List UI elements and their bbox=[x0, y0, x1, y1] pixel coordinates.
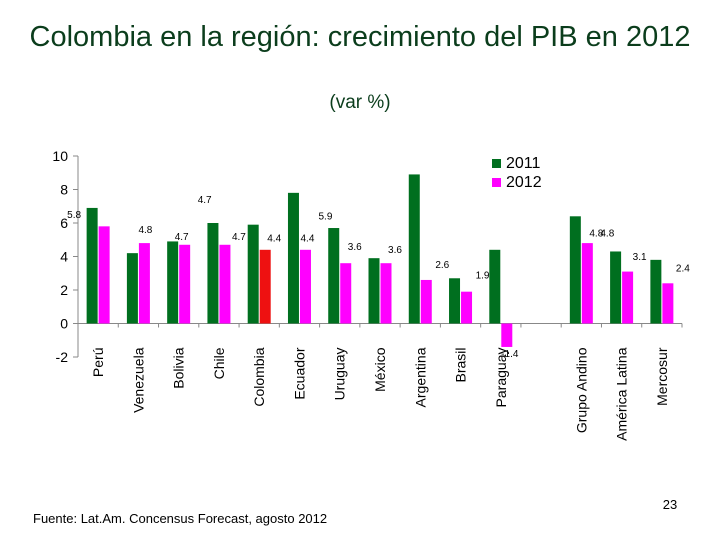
bar-2012 bbox=[581, 243, 593, 324]
category-label: Colombia bbox=[251, 347, 267, 406]
bar-2012 bbox=[98, 226, 110, 324]
bar-2012 bbox=[380, 263, 392, 324]
bar-2011 bbox=[610, 251, 622, 324]
bar-2011 bbox=[167, 241, 179, 324]
legend-swatch-2012 bbox=[492, 178, 501, 187]
category-label: Paraguay bbox=[493, 348, 509, 408]
bar-2011 bbox=[368, 258, 380, 324]
legend-label-2011: 2011 bbox=[506, 155, 541, 172]
category-label: Chile bbox=[211, 347, 227, 379]
bar-2011 bbox=[569, 216, 581, 324]
y-tick-label: 8 bbox=[60, 182, 68, 198]
data-label-2012: 3.6 bbox=[388, 245, 402, 256]
bar-2012 bbox=[662, 283, 674, 324]
category-label: Venezuela bbox=[130, 347, 146, 413]
y-tick-label: 0 bbox=[60, 316, 68, 332]
y-tick-label: 4 bbox=[60, 249, 68, 265]
bar-2011 bbox=[328, 228, 340, 324]
bar-2012 bbox=[340, 263, 352, 324]
data-label-2012: 4.7 bbox=[175, 232, 189, 243]
category-label: Mercosur bbox=[654, 347, 670, 406]
bar-2012 bbox=[179, 244, 191, 324]
category-label: Uruguay bbox=[332, 348, 348, 401]
bar-2011 bbox=[247, 224, 259, 324]
data-label-2012: 2.6 bbox=[435, 260, 449, 271]
bar-2012 bbox=[461, 291, 473, 324]
data-label-2012: 4.4 bbox=[267, 233, 281, 244]
source-note: Fuente: Lat.Am. Concensus Forecast, agos… bbox=[33, 511, 328, 526]
category-label: Brasil bbox=[453, 348, 469, 383]
bar-2012 bbox=[420, 279, 432, 324]
category-label: Perú bbox=[90, 348, 106, 378]
category-label: América Latina bbox=[614, 347, 630, 441]
data-label-2012: 5.8 bbox=[67, 210, 81, 221]
bar-2011 bbox=[489, 249, 501, 324]
data-label-2012: 4.8 bbox=[138, 225, 152, 236]
data-label-2012: -1.4 bbox=[501, 349, 519, 360]
annotation-label: 5.9 bbox=[319, 212, 333, 223]
y-tick-label: 6 bbox=[60, 215, 68, 231]
bar-2012 bbox=[501, 323, 513, 347]
bar-2012 bbox=[219, 244, 231, 324]
category-label: México bbox=[372, 347, 388, 392]
category-label: Argentina bbox=[412, 347, 428, 407]
category-label: Grupo Andino bbox=[573, 347, 589, 433]
y-tick-label: 10 bbox=[52, 148, 68, 164]
bar-2011 bbox=[287, 192, 299, 324]
data-label-2012: 3.1 bbox=[633, 252, 647, 263]
bar-2011 bbox=[126, 253, 138, 324]
slide-title: Colombia en la región: crecimiento del P… bbox=[29, 21, 691, 53]
category-label: Ecuador bbox=[291, 347, 307, 399]
annotation-label: 4.7 bbox=[198, 195, 212, 206]
annotation-label: 4.8 bbox=[600, 228, 614, 239]
bar-2011 bbox=[207, 223, 219, 324]
bar-2011 bbox=[86, 207, 98, 324]
data-label-2012: 1.9 bbox=[476, 270, 490, 281]
legend-swatch-2011 bbox=[492, 159, 501, 168]
y-tick-label: 2 bbox=[60, 282, 68, 298]
slide-subtitle: (var %) bbox=[329, 92, 391, 113]
bar-2012 bbox=[259, 249, 271, 324]
category-label: Bolivia bbox=[171, 347, 187, 388]
data-label-2012: 4.7 bbox=[232, 232, 246, 243]
bar-2011 bbox=[449, 278, 461, 324]
legend-label-2012: 2012 bbox=[506, 174, 542, 191]
data-label-2012: 3.6 bbox=[348, 242, 362, 253]
bar-2011 bbox=[408, 174, 420, 324]
bar-2012 bbox=[622, 271, 634, 324]
data-label-2012: 4.8 bbox=[589, 228, 603, 239]
page-number: 23 bbox=[662, 497, 678, 512]
bar-2011 bbox=[650, 259, 662, 324]
data-label-2012: 2.4 bbox=[676, 264, 690, 275]
y-tick-label: -2 bbox=[56, 349, 69, 365]
bar-2012 bbox=[138, 243, 150, 324]
data-label-2012: 4.4 bbox=[301, 233, 315, 244]
bar-2012 bbox=[299, 249, 311, 324]
